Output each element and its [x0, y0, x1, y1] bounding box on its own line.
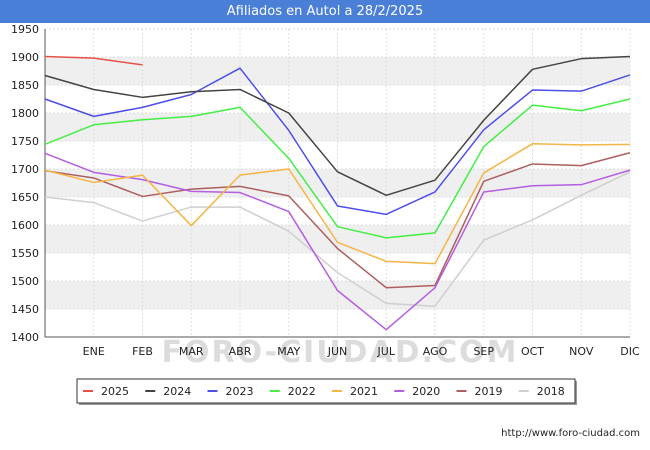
legend-label-2022: 2022 [288, 385, 316, 398]
y-tick-label: 1850 [11, 79, 39, 92]
y-tick-label: 1650 [11, 191, 39, 204]
legend-label-2021: 2021 [350, 385, 378, 398]
legend-label-2023: 2023 [226, 385, 254, 398]
x-tick-label: ABR [229, 345, 252, 358]
series-line-2021 [44, 143, 631, 265]
series-line-2019 [44, 152, 631, 289]
series-line-2023 [44, 67, 631, 216]
series-line-2024 [44, 55, 631, 197]
legend-box [76, 378, 576, 404]
x-tick-label: JUN [327, 345, 348, 358]
legend-label-2020: 2020 [412, 385, 440, 398]
y-tick-label: 1600 [11, 219, 39, 232]
x-tick-label: DIC [620, 345, 640, 358]
watermark: FORO-CIUDAD.COM [162, 335, 519, 370]
x-tick-label: JUL [377, 345, 396, 358]
x-tick-label: ENE [83, 345, 105, 358]
axes [44, 29, 630, 338]
legend-label-2024: 2024 [163, 385, 191, 398]
y-tick-label: 1900 [11, 51, 39, 64]
y-tick-label: 1800 [11, 107, 39, 120]
x-tick-label: OCT [521, 345, 544, 358]
series-line-2020 [44, 152, 631, 331]
y-tick-label: 1750 [11, 135, 39, 148]
y-tick-label: 1700 [11, 163, 39, 176]
x-tick-label: FEB [132, 345, 153, 358]
source-url: http://www.foro-ciudad.com [501, 428, 640, 439]
legend: 2025 2024 2023 2022 2021 2020 2019 2018 [76, 378, 577, 405]
x-tick-label: NOV [569, 345, 594, 358]
y-tick-label: 1450 [11, 303, 39, 316]
series-lines [44, 55, 631, 331]
y-axis-tick-labels: 1400 1450 1500 1550 1600 1650 1700 1750 1800 1850… [11, 23, 39, 344]
legend-label-2019: 2019 [475, 385, 503, 398]
x-tick-label: SEP [473, 345, 494, 358]
y-tick-label: 1400 [11, 331, 39, 344]
x-tick-label: MAY [277, 345, 300, 358]
legend-label-2025: 2025 [101, 385, 129, 398]
x-tick-label: MAR [179, 345, 204, 358]
chart-title: Afiliados en Autol a 28/2/2025 [0, 0, 650, 23]
y-tick-label: 1950 [11, 23, 39, 36]
series-line-2025 [44, 55, 143, 66]
x-tick-label: AGO [423, 345, 448, 358]
x-axis-tick-labels: ENE FEB MAR ABR MAY JUN JUL AGO SEP OCT NOV DIC [83, 345, 640, 358]
series-line-2022 [44, 98, 631, 239]
legend-label-2018: 2018 [537, 385, 565, 398]
y-tick-label: 1500 [11, 275, 39, 288]
y-tick-label: 1550 [11, 247, 39, 260]
series-line-2018 [44, 171, 631, 307]
